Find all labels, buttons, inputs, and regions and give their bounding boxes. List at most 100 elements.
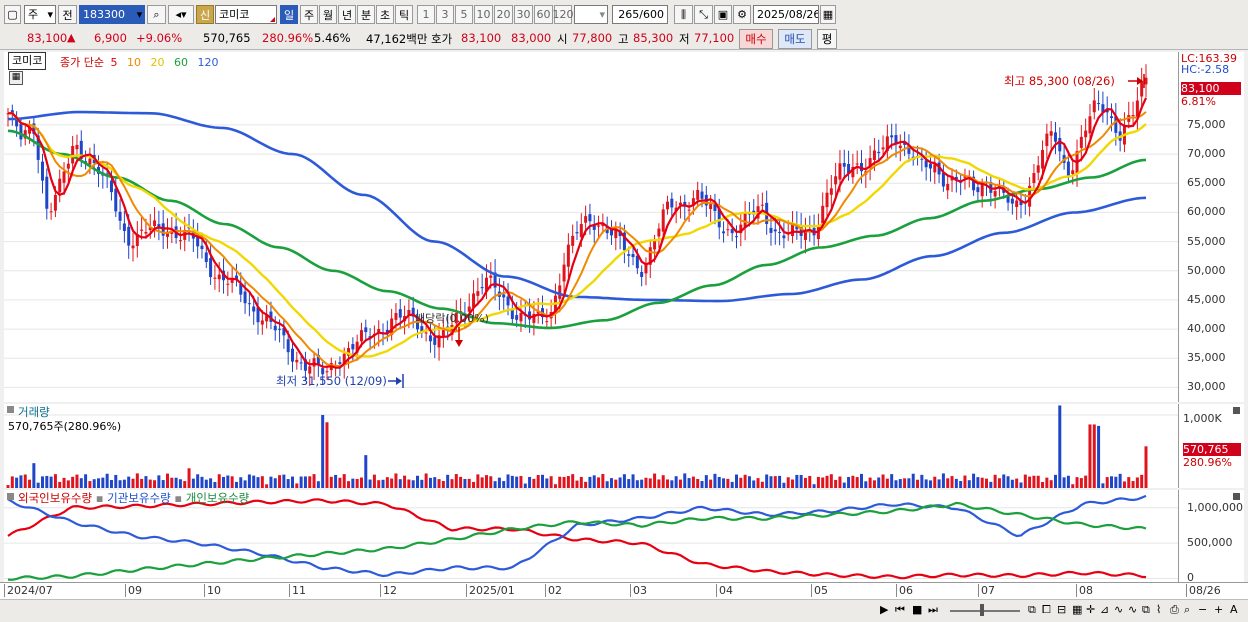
zoom-slider[interactable] (950, 610, 1020, 612)
high-note: 최고 85,300 (08/26) (1004, 74, 1115, 88)
candle-body (239, 283, 243, 295)
save-icon[interactable]: ▣ (714, 5, 732, 24)
search-icon[interactable]: ⌕ (147, 5, 166, 24)
stop-icon[interactable]: ■ (912, 603, 923, 616)
wave-icon[interactable]: ⌇ (1156, 603, 1162, 616)
interval-week[interactable]: 주 (300, 5, 318, 24)
sound-icon[interactable]: ◂▾ (168, 5, 194, 24)
zoom-out-icon[interactable]: − (1198, 603, 1208, 616)
volume-bar (743, 474, 747, 488)
holding-panel[interactable]: 외국인보유수량 ▪ 기관보유수량 ▪ 개인보유수량 (4, 490, 1178, 582)
volume-bar (1127, 477, 1131, 488)
volume-bar (368, 479, 372, 488)
volume-bar (377, 480, 381, 488)
buy-button[interactable]: 매수 (739, 29, 773, 49)
panel-handle-icon[interactable] (7, 406, 14, 413)
crosshair-icon[interactable]: ✛ (1086, 603, 1096, 616)
volume-bar (170, 477, 174, 488)
candle-body (631, 253, 635, 258)
volume-bar (519, 476, 523, 488)
zoom-slider-thumb[interactable] (980, 604, 984, 616)
count-input[interactable]: 265/600 (612, 5, 668, 24)
interval-year[interactable]: 년 (338, 5, 356, 24)
print-icon[interactable]: ⎙ (1170, 603, 1179, 616)
low-arrow-head-icon (396, 377, 402, 385)
candle-body (588, 214, 592, 222)
preset-120[interactable]: 120 (553, 5, 574, 24)
volume-bar (937, 479, 941, 488)
trend-alt-icon[interactable]: ∿ (1128, 603, 1138, 616)
interval-minute[interactable]: 분 (357, 5, 375, 24)
overlay-icon[interactable]: ⊟ (1057, 603, 1067, 616)
preset-20[interactable]: 20 (494, 5, 513, 24)
volume-close-icon[interactable] (1233, 407, 1240, 414)
candle-body (842, 162, 846, 167)
date-tick-label: 11 (289, 584, 306, 597)
volume-panel[interactable]: 거래량 570,765주(280.96%) (4, 404, 1178, 488)
calendar-icon[interactable]: ▦ (820, 5, 836, 24)
scroll-last-icon[interactable]: ⏭ (928, 603, 938, 616)
date-input[interactable]: 2025/08/26 (753, 5, 819, 24)
interval-month[interactable]: 월 (319, 5, 337, 24)
scroll-right-icon[interactable]: ▶ (880, 603, 889, 616)
table-icon[interactable]: ▦ (1072, 603, 1083, 616)
holding-close-icon[interactable] (1233, 493, 1240, 500)
volume-bar (372, 474, 376, 488)
panel-handle-icon[interactable] (7, 493, 14, 500)
candle-body (230, 277, 234, 283)
volume-bar (510, 475, 514, 488)
candle-body (299, 362, 303, 364)
volume-bar (222, 476, 226, 488)
volume-bar (946, 478, 950, 488)
volume-bar (1131, 481, 1135, 488)
split-icon[interactable]: ⧉ (1028, 603, 1036, 616)
stock-name-field[interactable]: 코미코 (215, 5, 277, 24)
layout-icon[interactable]: ⧠ (1042, 603, 1051, 616)
chart-window-icon[interactable]: ▢ (4, 5, 21, 24)
grid-toggle-icon[interactable]: ▦ (9, 71, 23, 85)
volume-bar (928, 480, 932, 488)
copy-icon[interactable]: ⧉ (1142, 603, 1150, 616)
period-select[interactable]: 주 ▾ (24, 5, 56, 24)
volume-bar (1122, 481, 1126, 488)
volume-bar (1105, 477, 1109, 488)
prev-button[interactable]: 전 (58, 5, 77, 24)
candle-body (877, 151, 881, 154)
interval-second[interactable]: 초 (376, 5, 394, 24)
gear-icon[interactable]: ⚙ (733, 5, 751, 24)
volume-bar (161, 480, 165, 488)
interval-tick[interactable]: 틱 (395, 5, 413, 24)
interval-day[interactable]: 일 (280, 5, 298, 24)
candle-type-icon[interactable]: ⫼ (674, 5, 693, 24)
candle-body (398, 309, 402, 318)
candle-body (898, 145, 902, 149)
zoom-in-icon[interactable]: + (1214, 603, 1224, 616)
volume-bar (1118, 473, 1122, 488)
preset-3[interactable]: 3 (436, 5, 454, 24)
stock-code-input[interactable]: 183300 (79, 5, 145, 24)
ruler-icon[interactable]: ⊿ (1100, 603, 1110, 616)
volume-bar (493, 481, 497, 488)
volume-bar (351, 478, 355, 488)
preset-5[interactable]: 5 (455, 5, 473, 24)
average-button[interactable]: 평 (817, 29, 837, 49)
volume-bar (967, 480, 971, 488)
trend-icon[interactable]: ∿ (1114, 603, 1124, 616)
candle-body (1131, 115, 1135, 117)
chevron-down-icon: ▾ (47, 8, 53, 21)
draw-tool-icon[interactable]: ⤡ (694, 5, 713, 24)
preset-10[interactable]: 10 (474, 5, 493, 24)
candle-body (1006, 194, 1010, 203)
code-dropdown-icon[interactable]: ▾ (136, 8, 143, 21)
preset-1[interactable]: 1 (417, 5, 435, 24)
preset-60[interactable]: 60 (534, 5, 553, 24)
search-zoom-icon[interactable]: ⌕ (1184, 603, 1191, 616)
sell-button[interactable]: 매도 (778, 29, 812, 49)
font-size-icon[interactable]: A (1230, 603, 1238, 616)
price-panel[interactable]: 코미코 ▦ 종가 단순 5 10 20 60 120 배당락(0.00%) 최저… (4, 52, 1178, 402)
candle-body (1041, 150, 1045, 169)
volume-bar (303, 476, 307, 488)
scroll-first-icon[interactable]: ⏮ (895, 603, 905, 616)
custom-interval-select[interactable]: ▾ (574, 5, 608, 24)
preset-30[interactable]: 30 (514, 5, 533, 24)
